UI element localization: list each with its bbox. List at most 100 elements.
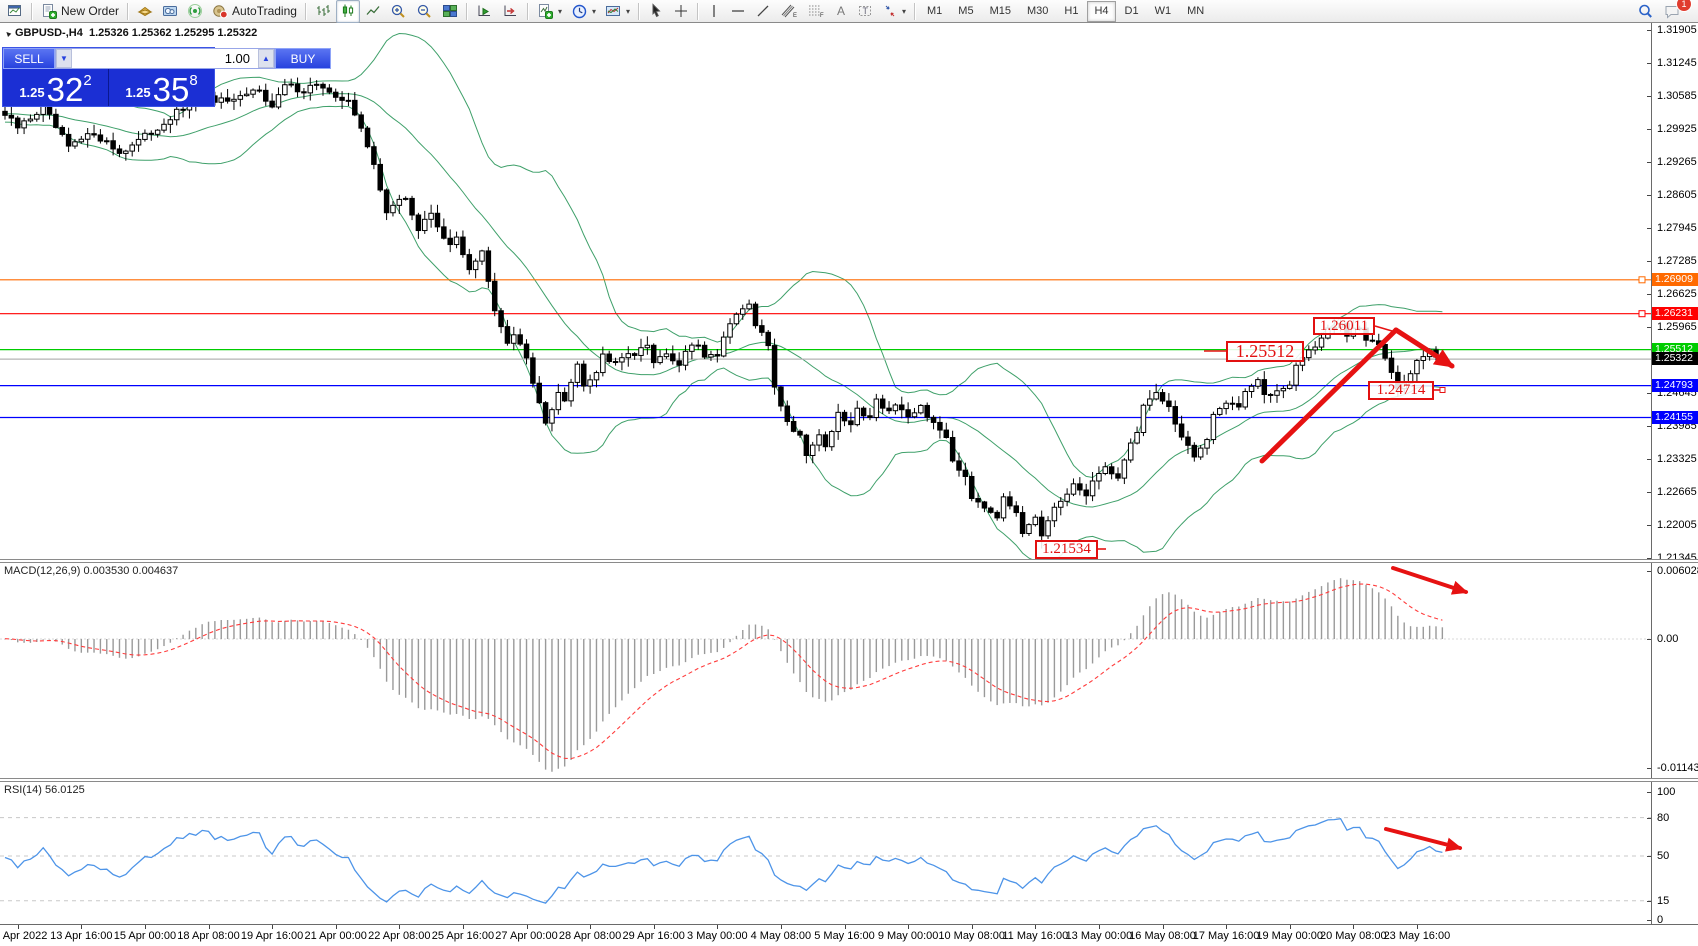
templates-button[interactable]: ▾ xyxy=(601,0,634,23)
templates-icon xyxy=(605,5,620,16)
trendline-button[interactable] xyxy=(751,0,775,23)
zoom-out-icon xyxy=(417,4,431,18)
macd-pane-canvas[interactable] xyxy=(0,562,1651,778)
indicators-button[interactable]: ▾ xyxy=(533,0,566,23)
tile-windows-button[interactable] xyxy=(438,0,462,23)
chart-window-button[interactable] xyxy=(3,0,27,23)
main-chart-canvas[interactable] xyxy=(0,23,1651,559)
time-tick-label[interactable]: 22 Apr 08:00 xyxy=(368,930,431,942)
buy-price-big: 35 xyxy=(152,70,190,108)
price-tick-mark xyxy=(1647,162,1651,163)
sell-price[interactable]: 1.25 32 2 xyxy=(3,69,109,106)
time-tick-label[interactable]: 17 May 16:00 xyxy=(1192,930,1260,942)
line-chart-button[interactable] xyxy=(361,0,385,23)
timeframe-MN[interactable]: MN xyxy=(1187,5,1205,17)
text-button[interactable]: A xyxy=(830,0,852,23)
time-tick-label[interactable]: 19 May 00:00 xyxy=(1256,930,1324,942)
time-tick-label[interactable]: 25 Apr 16:00 xyxy=(431,930,495,942)
arrows-button[interactable]: ▾ xyxy=(878,0,910,23)
cursor-icon xyxy=(652,3,661,18)
time-tick-label[interactable]: 5 May 16:00 xyxy=(814,930,875,942)
timeframe-D1[interactable]: D1 xyxy=(1124,5,1139,17)
time-tick-label[interactable]: 18 Apr 08:00 xyxy=(177,930,240,942)
text-label-button[interactable]: T xyxy=(853,0,877,23)
chart-shift-button[interactable] xyxy=(498,0,523,23)
signals-button[interactable] xyxy=(183,0,207,23)
time-tick-label[interactable]: 20 May 08:00 xyxy=(1319,930,1387,942)
time-tick-mark xyxy=(17,925,19,929)
buy-button[interactable]: BUY xyxy=(275,48,331,69)
rsi-pane-canvas[interactable] xyxy=(0,781,1651,924)
pane-separator[interactable] xyxy=(0,778,1698,782)
time-tick-mark xyxy=(971,925,973,929)
time-tick-label[interactable]: 21 Apr 00:00 xyxy=(304,930,367,942)
time-tick-mark xyxy=(335,925,337,929)
crosshair-button[interactable] xyxy=(669,0,693,23)
new-order-button[interactable]: New Order xyxy=(37,0,123,23)
equidistant-channel-button[interactable]: E xyxy=(776,0,802,23)
volume-decrease-button[interactable]: ▼ xyxy=(56,49,72,68)
time-tick-label[interactable]: 13 May 00:00 xyxy=(1065,930,1133,942)
timeframe-M15[interactable]: M15 xyxy=(989,5,1011,17)
search-button[interactable] xyxy=(1633,0,1658,23)
cursor-button[interactable] xyxy=(644,0,668,23)
time-tick-label[interactable]: 10 May 08:00 xyxy=(938,930,1006,942)
time-tick-label[interactable]: 27 Apr 00:00 xyxy=(495,930,558,942)
price-annotation[interactable]: 1.26011 xyxy=(1313,317,1375,335)
chat-button[interactable]: 1 xyxy=(1659,0,1692,23)
experts-button[interactable] xyxy=(133,0,157,23)
buy-price[interactable]: 1.25 35 8 xyxy=(109,69,214,106)
timeframe-H4[interactable]: H4 xyxy=(1087,0,1116,22)
volume-control: ▼ ▲ xyxy=(55,48,275,69)
time-tick-label[interactable]: 23 May 16:00 xyxy=(1383,930,1451,942)
time-tick-label[interactable]: 13 Apr 16:00 xyxy=(50,930,113,942)
time-tick-label[interactable]: 4 May 08:00 xyxy=(750,930,812,942)
time-tick-label[interactable]: 28 Apr 08:00 xyxy=(558,930,622,942)
volume-increase-button[interactable]: ▲ xyxy=(258,49,274,68)
timeframe-M5[interactable]: M5 xyxy=(958,5,974,17)
volume-input[interactable] xyxy=(72,49,258,68)
indicators-icon xyxy=(538,3,553,19)
price-level-label[interactable]: 1.26231 xyxy=(1652,306,1698,320)
autotrading-button[interactable]: AutoTrading xyxy=(208,0,301,23)
time-tick-label[interactable]: 29 Apr 16:00 xyxy=(622,930,685,942)
sell-price-small: 1.25 xyxy=(19,85,45,100)
periods-button[interactable]: ▾ xyxy=(567,0,600,23)
separator xyxy=(914,2,917,20)
fibonacci-button[interactable]: F xyxy=(803,0,829,23)
time-tick-label[interactable]: 3 May 00:00 xyxy=(687,930,748,942)
vertical-line-button[interactable] xyxy=(703,0,725,23)
auto-scroll-button[interactable] xyxy=(472,0,497,23)
time-tick-label[interactable]: 9 May 00:00 xyxy=(877,930,939,942)
price-annotation[interactable]: 1.21534 xyxy=(1035,540,1098,559)
bar-chart-icon xyxy=(316,5,330,16)
price-annotation[interactable]: 1.24714 xyxy=(1368,381,1434,400)
price-level-label[interactable]: 1.26909 xyxy=(1652,272,1698,286)
time-tick-mark xyxy=(653,925,655,929)
time-tick-label[interactable]: 15 Apr 00:00 xyxy=(113,930,177,942)
price-tick-label: 1.31905 xyxy=(1657,24,1697,36)
candlestick-chart-button[interactable] xyxy=(335,0,360,23)
time-tick-label[interactable]: 19 Apr 16:00 xyxy=(240,930,304,942)
time-tick-label[interactable]: 11 May 16:00 xyxy=(1002,930,1069,942)
price-tick-mark xyxy=(1647,129,1651,130)
price-annotation[interactable]: 1.25512 xyxy=(1226,341,1304,362)
time-tick-label[interactable]: 16 May 08:00 xyxy=(1129,930,1196,942)
zoom-out-button[interactable] xyxy=(412,0,437,23)
timeframe-W1[interactable]: W1 xyxy=(1154,5,1172,17)
separator xyxy=(465,2,468,20)
symbol-ohlc: 1.25326 1.25362 1.25295 1.25322 xyxy=(88,27,258,39)
timeframe-H1[interactable]: H1 xyxy=(1064,5,1079,17)
price-level-label[interactable]: 1.24155 xyxy=(1652,410,1698,424)
bar-chart-button[interactable] xyxy=(311,0,335,23)
time-tick-label[interactable]: 12 Apr 2022 xyxy=(0,930,48,942)
sell-button[interactable]: SELL xyxy=(3,48,55,69)
price-level-label[interactable]: 1.24793 xyxy=(1652,378,1698,392)
cloud-button[interactable] xyxy=(158,0,182,23)
timeframe-M1[interactable]: M1 xyxy=(927,5,943,17)
horizontal-line-button[interactable] xyxy=(726,0,750,23)
pane-separator[interactable] xyxy=(0,559,1698,563)
timeframe-M30[interactable]: M30 xyxy=(1026,5,1049,17)
zoom-in-button[interactable] xyxy=(386,0,411,23)
rsi-tick-mark xyxy=(1647,920,1651,921)
